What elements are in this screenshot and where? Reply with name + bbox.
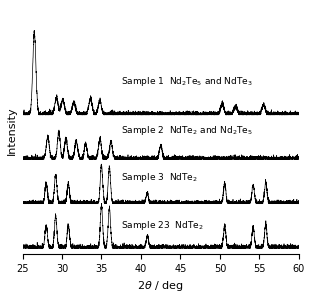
X-axis label: $2\theta$ / deg: $2\theta$ / deg [137,279,184,293]
Text: Sample 2  NdTe$_2$ and Nd$_2$Te$_5$: Sample 2 NdTe$_2$ and Nd$_2$Te$_5$ [121,124,253,136]
Text: Sample 1  Nd$_2$Te$_5$ and NdTe$_3$: Sample 1 Nd$_2$Te$_5$ and NdTe$_3$ [121,75,253,88]
Text: Sample 23  NdTe$_2$: Sample 23 NdTe$_2$ [121,219,204,232]
Y-axis label: Intensity: Intensity [7,106,17,155]
Text: Sample 3  NdTe$_2$: Sample 3 NdTe$_2$ [121,171,198,184]
